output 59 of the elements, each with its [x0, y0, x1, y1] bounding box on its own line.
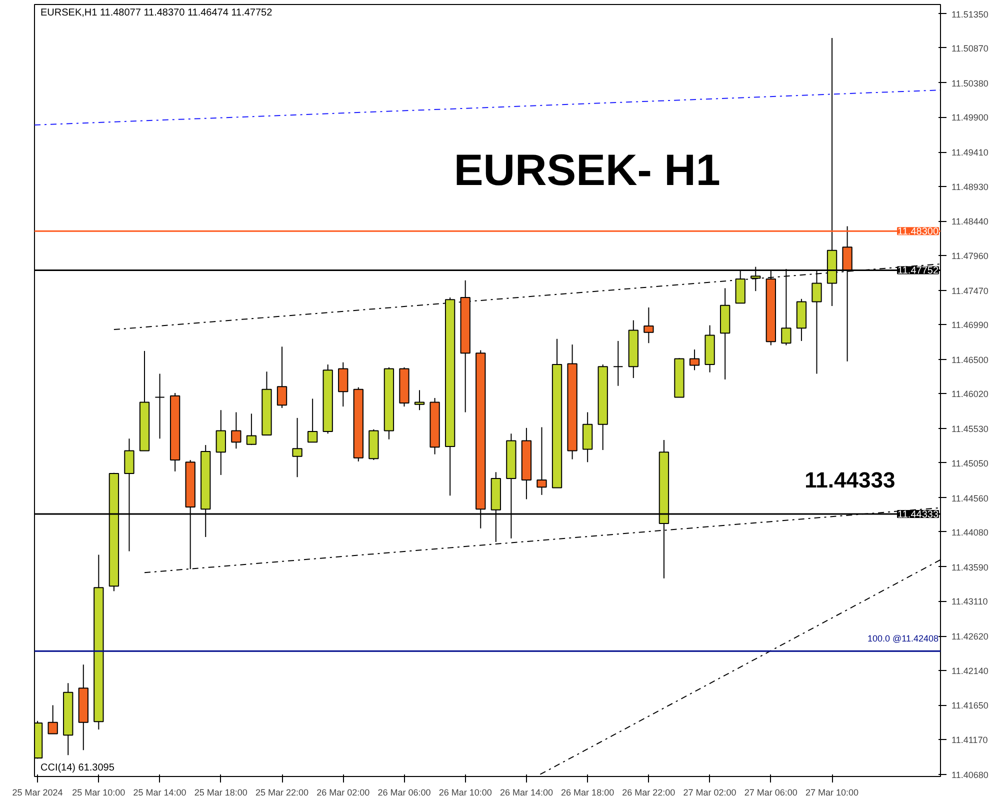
x-tick-label: 26 Mar 02:00 — [316, 788, 370, 798]
y-tick-label: 11.46020 — [952, 389, 988, 400]
candlestick — [689, 349, 700, 371]
candlestick — [338, 362, 348, 408]
y-tick-label: 11.43590 — [952, 562, 988, 572]
text: EURSEK- H1 — [454, 146, 720, 195]
y-tick-label: 11.46990 — [952, 320, 988, 330]
candlestick — [48, 704, 58, 734]
x-tick-label: 26 Mar 06:00 — [378, 788, 431, 798]
x-tick-label: 27 Mar 06:00 — [744, 788, 798, 798]
annotation: CCI(14) 61.3095 — [40, 762, 115, 774]
candlestick — [414, 390, 425, 411]
x-tick-label: 26 Mar 14:00 — [500, 788, 553, 798]
candlestick — [307, 398, 318, 443]
y-tick-label: 11.44560 — [952, 493, 988, 504]
x-tick-label: 26 Mar 22:00 — [622, 788, 676, 798]
candlestick — [613, 340, 624, 386]
candlestick — [276, 346, 288, 408]
y-tick-label: 11.45050 — [952, 458, 988, 468]
y-tick-label: 11.47470 — [952, 286, 988, 296]
y-tick-label: 11.49410 — [952, 148, 988, 158]
candlestick — [231, 412, 242, 450]
y-tick-label: 11.42140 — [952, 666, 988, 676]
y-tick-label: 11.50380 — [952, 78, 988, 88]
chart-subtitle: EURSEK,H1 11.48077 11.48370 11.46474 11.47752 — [40, 8, 273, 18]
x-tick-label: 27 Mar 10:00 — [806, 788, 859, 798]
y-tick-label: 11.51350 — [952, 9, 988, 20]
y-tick-label: 11.40680 — [952, 770, 988, 780]
y-tick-label: 11.42620 — [952, 632, 988, 642]
x-tick-label: 26 Mar 18:00 — [561, 788, 614, 798]
ref-line-label: 11.47752 — [898, 266, 939, 277]
candlestick — [246, 413, 257, 446]
x-tick-label: 25 Mar 10:00 — [72, 788, 126, 798]
x-tick-label: 25 Mar 2024 — [12, 788, 63, 798]
y-tick-label: 11.45530 — [952, 424, 988, 434]
x-tick-label: 25 Mar 14:00 — [133, 788, 186, 798]
ref-line-label: 11.44333 — [898, 509, 939, 520]
y-tick-label: 11.48440 — [952, 216, 988, 227]
y-tick-label: 11.47960 — [952, 250, 988, 261]
annotation: 11.44333 — [804, 467, 896, 492]
y-tick-label: 11.43110 — [952, 596, 988, 607]
y-tick-label: 11.41170 — [952, 734, 988, 745]
candlestick — [536, 426, 547, 496]
y-tick-label: 11.49900 — [952, 112, 988, 123]
y-tick-label: 11.44080 — [952, 528, 988, 538]
x-tick-label: 27 Mar 02:00 — [683, 788, 736, 798]
candlestick — [644, 306, 654, 344]
candlestick — [216, 410, 226, 476]
annotation: 100.0 @11.42408 — [867, 633, 938, 644]
x-tick-label: 26 Mar 10:00 — [438, 788, 492, 798]
x-tick-label: 25 Mar 22:00 — [255, 788, 309, 798]
ref-line-label: 11.48300 — [898, 226, 939, 238]
y-tick-label: 11.41650 — [952, 700, 988, 711]
candlestick — [154, 373, 165, 440]
candlestick — [292, 417, 302, 478]
y-tick-label: 11.50870 — [952, 43, 988, 54]
x-tick-label: 25 Mar 18:00 — [194, 788, 248, 798]
y-tick-label: 11.46500 — [952, 354, 988, 365]
y-tick-label: 11.48930 — [952, 182, 988, 192]
